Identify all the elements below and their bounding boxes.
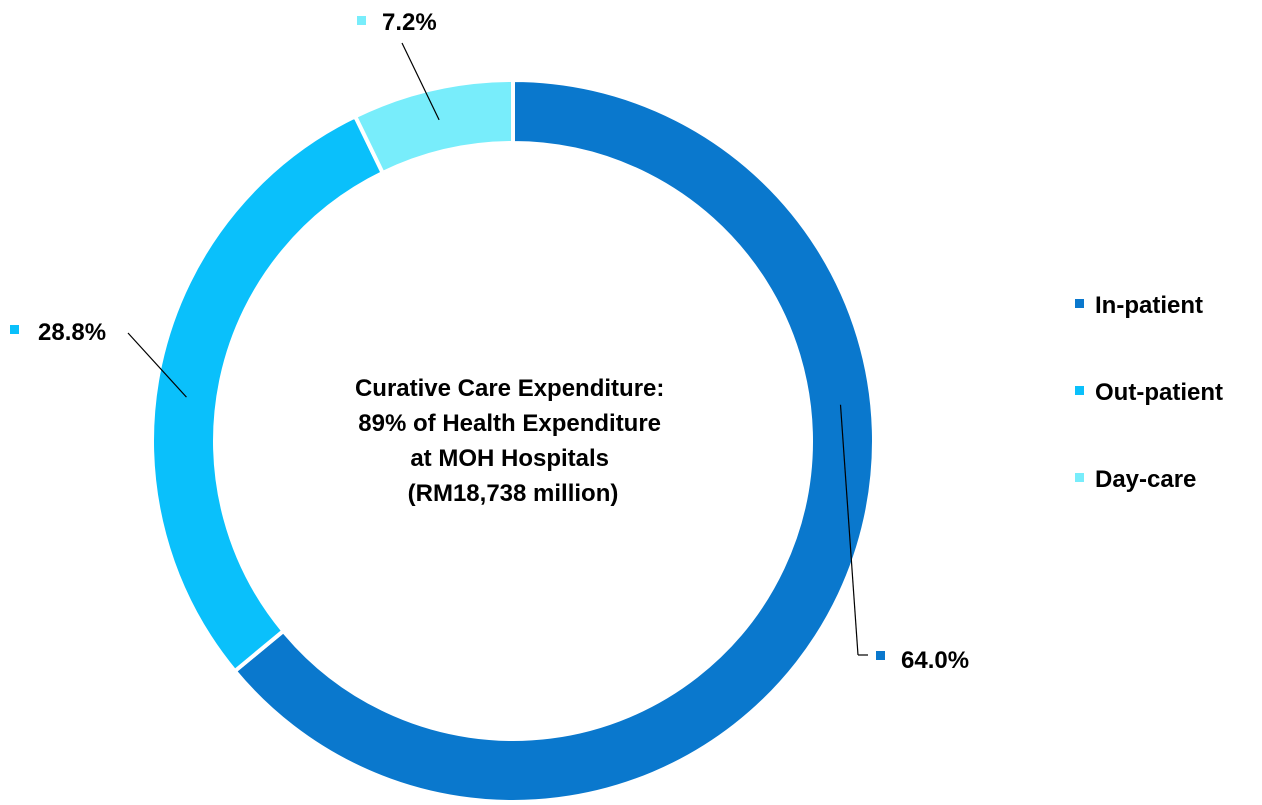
legend-swatch-out-patient <box>1075 386 1084 395</box>
label-leader-lines <box>127 42 868 656</box>
donut-slices <box>150 77 876 804</box>
legend-label-in-patient: In-patient <box>1095 292 1203 319</box>
legend-swatch-in-patient <box>1075 299 1084 308</box>
slice-out-patient <box>150 113 386 674</box>
leader-line-in-patient <box>839 404 859 656</box>
center-text-line-4: (RM18,738 million) <box>408 480 619 507</box>
slice-in-patient <box>232 77 876 804</box>
slice-labels: 64.0% 28.8% 7.2% <box>10 9 969 674</box>
center-text-line-2: 89% of Health Expenditure <box>358 410 661 437</box>
center-text-line-3: at MOH Hospitals <box>410 445 609 472</box>
slice-label-day-care: 7.2% <box>382 9 437 36</box>
slice-label-in-patient: 64.0% <box>901 647 969 674</box>
legend-swatch-day-care <box>1075 473 1084 482</box>
legend: In-patient Out-patient Day-care <box>1075 292 1223 493</box>
slice-day-care <box>352 77 515 176</box>
leader-line-day-care <box>401 42 440 121</box>
legend-item-out-patient: Out-patient <box>1075 379 1223 406</box>
label-marker-day-care <box>357 16 366 25</box>
legend-item-day-care: Day-care <box>1075 466 1196 493</box>
legend-label-out-patient: Out-patient <box>1095 379 1223 406</box>
slice-label-out-patient: 28.8% <box>38 319 106 346</box>
center-text-line-1: Curative Care Expenditure: <box>355 375 664 402</box>
label-marker-in-patient <box>876 651 885 660</box>
center-text: Curative Care Expenditure: 89% of Health… <box>355 375 671 507</box>
legend-item-in-patient: In-patient <box>1075 292 1203 319</box>
label-marker-out-patient <box>10 325 19 334</box>
leader-line-out-patient <box>127 332 187 398</box>
legend-label-day-care: Day-care <box>1095 466 1196 493</box>
